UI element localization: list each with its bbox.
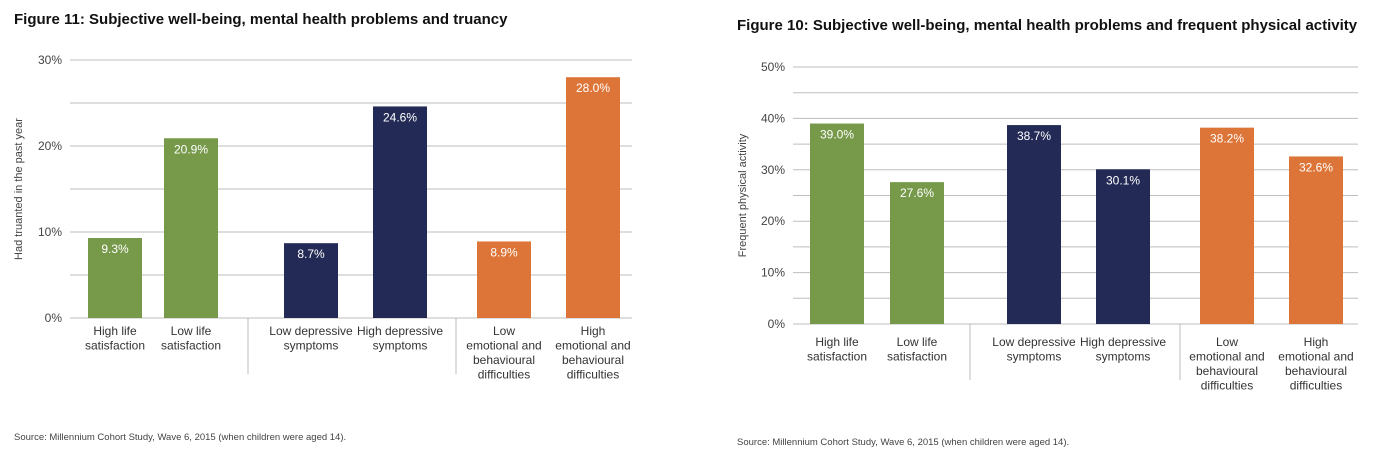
- bar: [88, 238, 142, 318]
- bar: [566, 77, 620, 318]
- bar: [890, 182, 944, 324]
- category-label: High depressive symptoms: [1080, 335, 1166, 364]
- bar: [1096, 169, 1150, 324]
- category-label: Low emotional and behavioural difficulties: [466, 324, 541, 382]
- category-label: High emotional and behavioural difficulties: [555, 324, 630, 382]
- chart-title: Figure 11: Subjective well-being, mental…: [14, 11, 508, 28]
- category-label: High depressive symptoms: [357, 324, 443, 353]
- bar-value-label: 39.0%: [820, 128, 854, 142]
- bar-value-label: 32.6%: [1299, 160, 1333, 174]
- y-tick-label: 0%: [45, 311, 63, 325]
- bar-value-label: 27.6%: [900, 186, 934, 200]
- y-tick-label: 0%: [768, 317, 786, 331]
- y-tick-label: 50%: [761, 60, 785, 74]
- y-axis-label: Frequent physical activity: [737, 133, 749, 257]
- y-tick-label: 10%: [761, 266, 785, 280]
- bar-value-label: 38.7%: [1017, 129, 1051, 143]
- y-tick-label: 20%: [761, 214, 785, 228]
- bar-value-label: 38.2%: [1210, 132, 1244, 146]
- category-label: Low depressive symptoms: [269, 324, 353, 353]
- category-label: Low emotional and behavioural difficulties: [1189, 335, 1264, 393]
- category-label: High emotional and behavioural difficulties: [1278, 335, 1353, 393]
- y-tick-label: 40%: [761, 111, 785, 125]
- bar-value-label: 8.7%: [297, 247, 325, 261]
- y-tick-label: 20%: [38, 139, 62, 153]
- y-tick-label: 30%: [38, 53, 62, 67]
- bar-value-label: 28.0%: [576, 81, 610, 95]
- y-tick-label: 10%: [38, 225, 62, 239]
- category-label: Low life satisfaction: [161, 324, 221, 353]
- source-note: Source: Millennium Cohort Study, Wave 6,…: [737, 437, 1070, 448]
- bar: [1007, 125, 1061, 324]
- bar: [810, 123, 864, 324]
- bar-value-label: 8.9%: [490, 245, 518, 259]
- physical-activity-bar-chart: 0% 10% 20% 30% 40% 50% Frequent physical activ…: [737, 60, 1358, 393]
- bar-value-label: 30.1%: [1106, 173, 1140, 187]
- category-label: High life satisfaction: [85, 324, 145, 353]
- bar: [373, 106, 427, 318]
- bar: [284, 243, 338, 318]
- truancy-bar-chart: 0% 10% 20% 30% Had truanted in the past year…: [13, 53, 632, 382]
- bar: [164, 138, 218, 318]
- source-note: Source: Millennium Cohort Study, Wave 6,…: [14, 432, 347, 443]
- figure-11-panel: Figure 11: Subjective well-being, mental…: [0, 0, 690, 461]
- bar: [477, 241, 531, 318]
- bar: [1289, 156, 1343, 324]
- y-axis-label: Had truanted in the past year: [13, 118, 25, 260]
- bar-value-label: 20.9%: [174, 142, 208, 156]
- chart-title: Figure 10: Subjective well-being, mental…: [737, 17, 1358, 34]
- category-label: Low depressive symptoms: [992, 335, 1076, 364]
- bar: [1200, 127, 1254, 324]
- bar-value-label: 9.3%: [101, 242, 129, 256]
- figure-10-panel: Figure 10: Subjective well-being, mental…: [690, 0, 1381, 461]
- category-label: Low life satisfaction: [887, 335, 947, 364]
- bar-value-label: 24.6%: [383, 110, 417, 124]
- y-tick-label: 30%: [761, 163, 785, 177]
- category-label: High life satisfaction: [807, 335, 867, 364]
